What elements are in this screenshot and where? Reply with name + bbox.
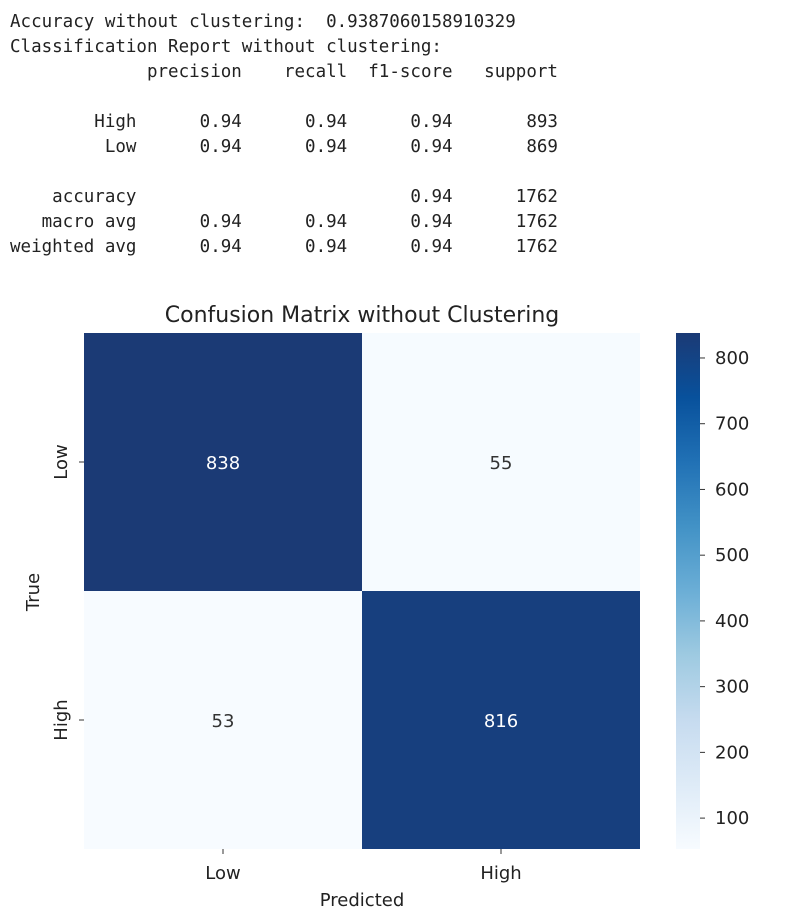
report-row-label: accuracy <box>52 187 137 207</box>
colorbar-tick-label: 600 <box>715 479 749 500</box>
cell-value-label: 838 <box>206 453 240 474</box>
report-row-label: weighted avg <box>10 237 137 257</box>
heatmap-cell <box>84 333 362 591</box>
report-cell-support: 1762 <box>515 187 558 207</box>
report-cell-support: 893 <box>526 112 558 132</box>
report-cell-support: 869 <box>526 137 558 157</box>
cell-value-label: 55 <box>490 453 513 474</box>
heatmap-cell <box>362 333 640 591</box>
report-cell-recall: 0.94 <box>305 237 348 257</box>
report-cell-f1: 0.94 <box>410 237 453 257</box>
colorbar-tick-label: 800 <box>715 348 749 369</box>
y-axis: Low High <box>51 444 84 741</box>
report-cell-recall: 0.94 <box>305 137 348 157</box>
report-cell-precision: 0.94 <box>199 112 242 132</box>
report-cell-f1: 0.94 <box>410 137 453 157</box>
chart-title: Confusion Matrix without Clustering <box>165 303 560 328</box>
column-header: recall <box>283 62 348 82</box>
report-row-label: High <box>94 112 137 132</box>
heatmap-cell <box>362 591 640 849</box>
report-cell-recall: 0.94 <box>305 112 348 132</box>
colorbar-tick-label: 100 <box>715 808 749 829</box>
y-tick-label: High <box>51 699 72 740</box>
accuracy-label: Accuracy without clustering: <box>10 12 306 32</box>
report-row-label: Low <box>104 137 137 157</box>
heatmap-cell <box>84 591 362 849</box>
report-table: precision recall f1-score support High 0… <box>10 62 558 257</box>
report-cell-f1: 0.94 <box>410 187 453 207</box>
report-cell-support: 1762 <box>515 237 558 257</box>
x-axis-label: Predicted <box>320 890 405 911</box>
y-axis-label: True <box>23 573 44 612</box>
report-cell-f1: 0.94 <box>410 212 453 232</box>
classification-report: Accuracy without clustering: 0.938706015… <box>10 10 558 260</box>
cell-value-label: 816 <box>484 711 518 732</box>
report-title: Classification Report without clustering… <box>10 37 442 57</box>
colorbar-tick-label: 400 <box>715 611 749 632</box>
colorbar-ticks: 100 200 300 400 500 600 700 800 <box>700 348 749 829</box>
column-header: support <box>484 62 558 82</box>
colorbar-tick-label: 500 <box>715 545 749 566</box>
report-cell-precision: 0.94 <box>199 237 242 257</box>
x-tick-label: Low <box>205 863 240 884</box>
y-tick-label: Low <box>51 444 72 479</box>
heatmap-cells: 838 55 53 816 <box>84 333 640 849</box>
report-cell-recall: 0.94 <box>305 212 348 232</box>
accuracy-value: 0.9387060158910329 <box>326 12 516 32</box>
report-row-label: macro avg <box>41 212 137 232</box>
colorbar <box>676 333 700 849</box>
report-cell-f1: 0.94 <box>410 112 453 132</box>
colorbar-tick-label: 200 <box>715 742 749 763</box>
report-cell-precision: 0.94 <box>199 137 242 157</box>
report-cell-precision: 0.94 <box>199 212 242 232</box>
x-axis: Low High <box>205 849 522 884</box>
x-tick-label: High <box>480 863 521 884</box>
colorbar-tick-label: 700 <box>715 414 749 435</box>
report-cell-support: 1762 <box>515 212 558 232</box>
column-header: f1-score <box>368 62 453 82</box>
colorbar-tick-label: 300 <box>715 677 749 698</box>
column-header: precision <box>146 62 242 82</box>
cell-value-label: 53 <box>212 711 235 732</box>
